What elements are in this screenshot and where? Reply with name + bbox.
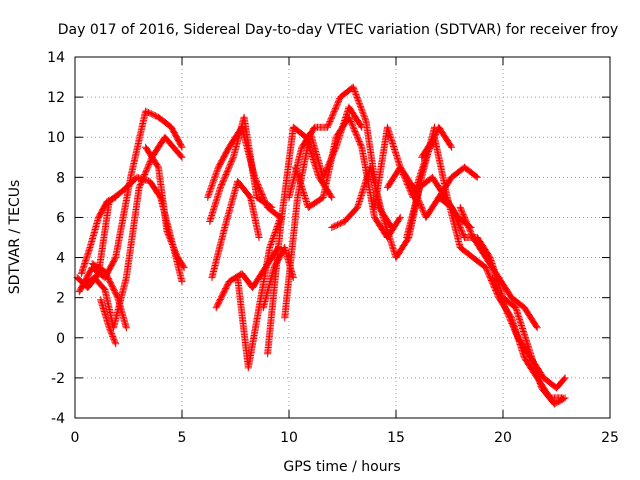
series-markers xyxy=(488,274,569,392)
x-tick-label: 25 xyxy=(601,430,619,446)
x-axis-label: GPS time / hours xyxy=(283,459,400,475)
series-arc-25 xyxy=(488,274,569,392)
series-markers xyxy=(88,260,130,332)
y-tick-label: 2 xyxy=(56,291,65,307)
axis-ticks: 0 5 10 15 20 25 -4 -2 0 2 4 6 8 10 12 14 xyxy=(47,50,619,446)
x-tick-label: 5 xyxy=(178,430,187,446)
series-markers xyxy=(206,113,276,225)
series-arc-2 xyxy=(75,107,186,296)
series-arc-5 xyxy=(88,260,130,332)
series-markers xyxy=(77,193,120,278)
y-tick-label: 0 xyxy=(56,331,65,347)
series-arc-14 xyxy=(264,123,336,358)
series-markers xyxy=(97,296,120,348)
x-tick-label: 15 xyxy=(387,430,405,446)
series-markers xyxy=(291,113,404,241)
series-arc-16 xyxy=(285,83,396,231)
y-tick-label: -4 xyxy=(51,411,65,427)
series-arc-17 xyxy=(291,113,404,241)
data-marks xyxy=(73,83,569,408)
series-markers xyxy=(456,203,541,332)
series-markers xyxy=(285,83,396,231)
y-tick-label: 14 xyxy=(47,50,65,66)
y-axis-label: SDTVAR / TECUs xyxy=(7,180,23,295)
series-arc-12 xyxy=(234,213,284,372)
y-tick-label: 4 xyxy=(56,251,65,267)
series-markers xyxy=(264,123,336,358)
chart-title: Day 017 of 2016, Sidereal Day-to-day VTE… xyxy=(58,22,618,38)
series-arc-10 xyxy=(208,177,263,282)
y-tick-label: 8 xyxy=(56,170,65,186)
series-arc-19 xyxy=(371,123,456,211)
x-tick-label: 0 xyxy=(71,430,80,446)
series-arc-6 xyxy=(97,296,120,348)
plot-frame xyxy=(74,56,611,419)
series-arc-3 xyxy=(77,193,120,278)
series-arc-24 xyxy=(456,203,541,332)
series-arc-9 xyxy=(206,113,276,225)
y-tick-label: 6 xyxy=(56,210,65,226)
series-markers xyxy=(208,177,263,282)
series-markers xyxy=(142,143,188,272)
series-markers xyxy=(234,213,284,372)
series-arc-7 xyxy=(142,143,188,272)
y-tick-label: -2 xyxy=(51,371,65,387)
y-tick-label: 12 xyxy=(47,90,65,106)
series-arc-20 xyxy=(383,163,481,221)
y-tick-label: 10 xyxy=(47,130,65,146)
x-tick-label: 10 xyxy=(280,430,298,446)
series-markers xyxy=(383,163,481,221)
series-markers xyxy=(75,107,186,296)
x-tick-label: 20 xyxy=(494,430,512,446)
series-markers xyxy=(371,123,456,211)
grid-lines xyxy=(75,57,610,418)
